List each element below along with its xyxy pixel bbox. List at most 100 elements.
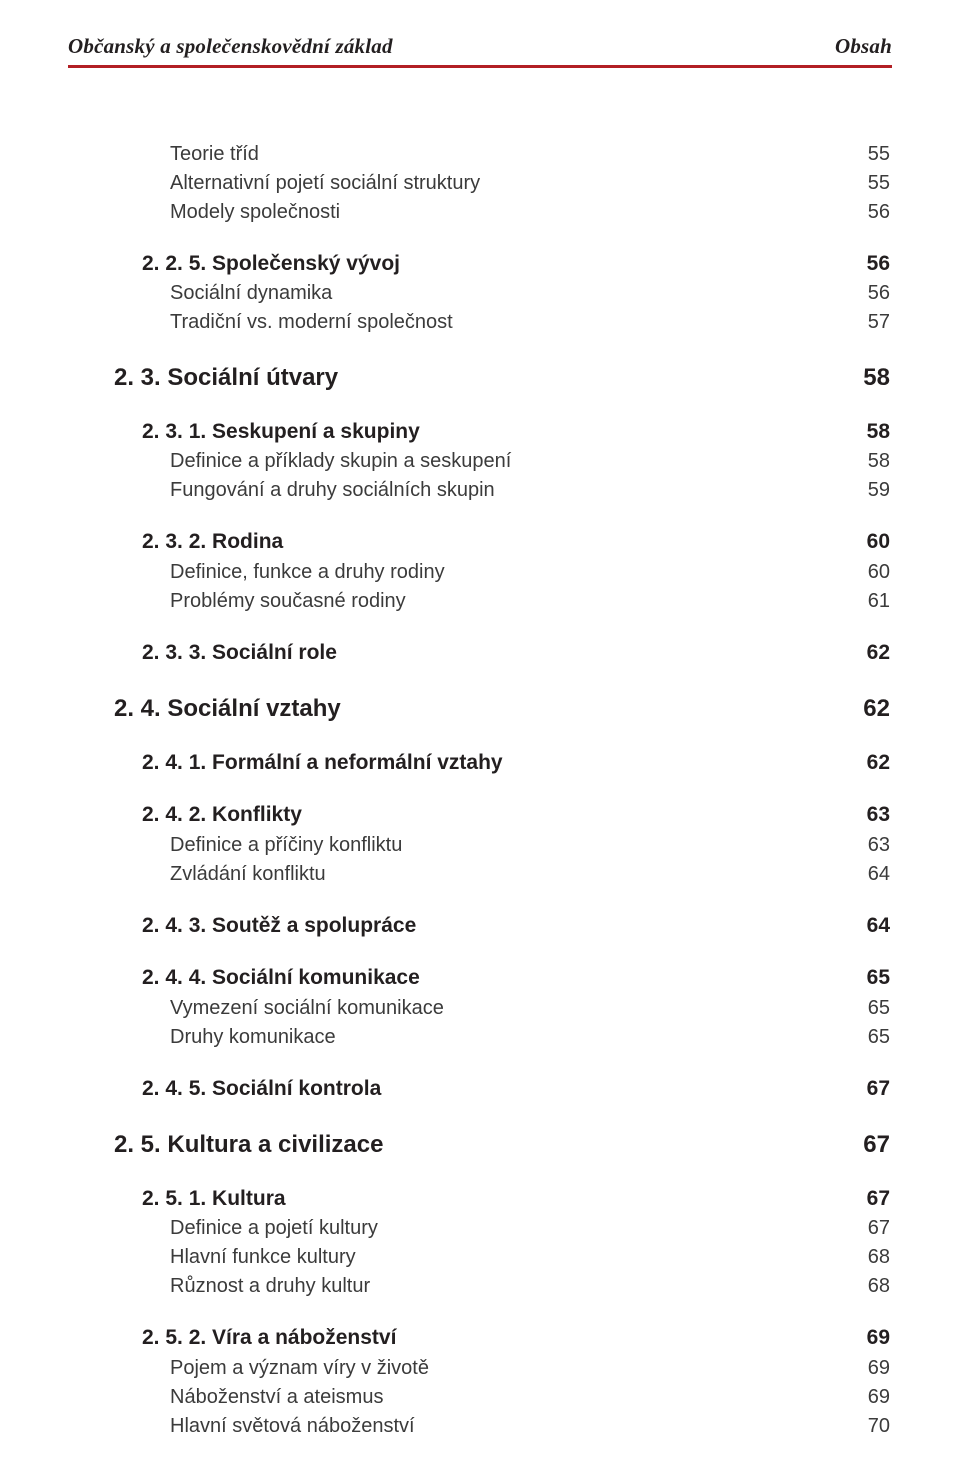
toc-label: 2. 3. 1. Seskupení a skupiny [142,417,854,447]
toc-page-number: 57 [854,308,890,337]
toc-page-number: 68 [854,1272,890,1301]
toc-label: Pojem a význam víry v životě [170,1354,854,1383]
toc-label: 2. 2. 5. Společenský vývoj [142,249,854,279]
toc-row: Zvládání konfliktu64 [170,860,890,889]
toc-label: Teorie tříd [170,140,854,169]
toc-row: Sociální dynamika56 [170,279,890,308]
toc-page-number: 56 [854,198,890,227]
toc-label: Definice a příčiny konfliktu [170,831,854,860]
toc-row: Tradiční vs. moderní společnost57 [170,308,890,337]
toc-page-number: 58 [854,417,890,447]
toc-row: Definice a příklady skupin a seskupení58 [170,447,890,476]
toc-label: Modely společnosti [170,198,854,227]
toc-page-number: 55 [854,169,890,198]
toc-label: Zvládání konfliktu [170,860,854,889]
toc-label: 2. 3. Sociální útvary [114,361,854,395]
toc-row: Fungování a druhy sociálních skupin59 [170,476,890,505]
toc-row: 2. 3. 3. Sociální role62 [142,638,890,668]
running-head-right: Obsah [835,34,892,59]
toc-row: Definice, funkce a druhy rodiny60 [170,558,890,587]
running-head: Občanský a společenskovědní základ Obsah [68,34,892,59]
toc-row: Definice a příčiny konfliktu63 [170,831,890,860]
toc-label: 2. 5. Kultura a civilizace [114,1128,854,1162]
toc-row: 2. 4. 3. Soutěž a spolupráce64 [142,911,890,941]
toc-row: Modely společnosti56 [170,198,890,227]
toc-page-number: 63 [854,831,890,860]
toc-row: 2. 3. 2. Rodina60 [142,527,890,557]
toc-page-number: 58 [854,361,890,395]
toc-label: 2. 5. 2. Víra a náboženství [142,1323,854,1353]
toc-row: Hlavní funkce kultury68 [170,1243,890,1272]
toc-page-number: 55 [854,140,890,169]
toc-page-number: 62 [854,692,890,726]
toc-page-number: 63 [854,800,890,830]
toc-row: Hlavní světová náboženství70 [170,1412,890,1441]
toc-row: 2. 5. Kultura a civilizace67 [114,1128,890,1162]
toc-page-number: 69 [854,1354,890,1383]
toc-row: 2. 3. Sociální útvary58 [114,361,890,395]
toc-page-number: 62 [854,638,890,668]
toc-page-number: 64 [854,860,890,889]
toc-label: 2. 4. 1. Formální a neformální vztahy [142,748,854,778]
toc-page-number: 69 [854,1323,890,1353]
header-rule [68,65,892,68]
toc-row: 2. 4. 5. Sociální kontrola67 [142,1074,890,1104]
toc-row: 2. 4. 1. Formální a neformální vztahy62 [142,748,890,778]
toc-label: Definice a příklady skupin a seskupení [170,447,854,476]
toc-label: Definice, funkce a druhy rodiny [170,558,854,587]
toc-page-number: 60 [854,558,890,587]
toc-page-number: 65 [854,963,890,993]
toc-page-number: 68 [854,1243,890,1272]
toc-row: 2. 3. 1. Seskupení a skupiny58 [142,417,890,447]
toc-page-number: 69 [854,1383,890,1412]
toc-page-number: 61 [854,587,890,616]
toc-page-number: 67 [854,1184,890,1214]
toc-row: 2. 4. Sociální vztahy62 [114,692,890,726]
toc-page-number: 70 [854,1412,890,1441]
toc-page-number: 67 [854,1074,890,1104]
toc-label: Hlavní funkce kultury [170,1243,854,1272]
toc-page-number: 67 [854,1214,890,1243]
toc-row: Vymezení sociální komunikace65 [170,994,890,1023]
running-head-left: Občanský a společenskovědní základ [68,34,393,59]
toc-row: Alternativní pojetí sociální struktury55 [170,169,890,198]
toc-row: Různost a druhy kultur68 [170,1272,890,1301]
toc-label: 2. 4. Sociální vztahy [114,692,854,726]
toc-label: Definice a pojetí kultury [170,1214,854,1243]
toc-row: 2. 4. 4. Sociální komunikace65 [142,963,890,993]
toc-row: Druhy komunikace65 [170,1023,890,1052]
toc-label: Hlavní světová náboženství [170,1412,854,1441]
toc-row: Definice a pojetí kultury67 [170,1214,890,1243]
page: Občanský a společenskovědní základ Obsah… [0,0,960,1481]
toc-label: 2. 5. 1. Kultura [142,1184,854,1214]
toc-row: Pojem a význam víry v životě69 [170,1354,890,1383]
toc-row: Problémy současné rodiny61 [170,587,890,616]
table-of-contents: Teorie tříd55Alternativní pojetí sociáln… [68,140,892,1441]
toc-label: Problémy současné rodiny [170,587,854,616]
toc-page-number: 67 [854,1128,890,1162]
toc-label: Sociální dynamika [170,279,854,308]
toc-label: 2. 4. 4. Sociální komunikace [142,963,854,993]
toc-label: 2. 3. 2. Rodina [142,527,854,557]
toc-page-number: 58 [854,447,890,476]
toc-label: Vymezení sociální komunikace [170,994,854,1023]
toc-label: Druhy komunikace [170,1023,854,1052]
toc-label: 2. 4. 3. Soutěž a spolupráce [142,911,854,941]
toc-label: 2. 3. 3. Sociální role [142,638,854,668]
toc-row: 2. 2. 5. Společenský vývoj56 [142,249,890,279]
toc-label: 2. 4. 2. Konflikty [142,800,854,830]
toc-label: Různost a druhy kultur [170,1272,854,1301]
toc-page-number: 56 [854,249,890,279]
toc-page-number: 60 [854,527,890,557]
toc-page-number: 62 [854,748,890,778]
toc-label: Alternativní pojetí sociální struktury [170,169,854,198]
toc-page-number: 64 [854,911,890,941]
toc-row: 2. 5. 2. Víra a náboženství69 [142,1323,890,1353]
toc-label: Náboženství a ateismus [170,1383,854,1412]
toc-row: 2. 4. 2. Konflikty63 [142,800,890,830]
toc-page-number: 65 [854,1023,890,1052]
toc-label: 2. 4. 5. Sociální kontrola [142,1074,854,1104]
toc-label: Tradiční vs. moderní společnost [170,308,854,337]
toc-page-number: 59 [854,476,890,505]
toc-row: Náboženství a ateismus69 [170,1383,890,1412]
